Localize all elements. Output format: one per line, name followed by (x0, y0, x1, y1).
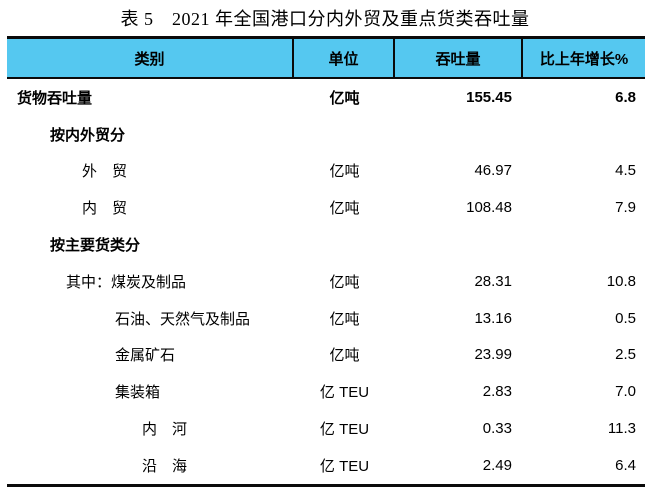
row-unit: 亿吨 (329, 200, 360, 218)
table-header-row: 类别 单位 吞吐量 比上年增长% (7, 39, 645, 79)
row-growth: 7.0 (615, 383, 636, 401)
table-row: 按内外贸分 (7, 116, 645, 153)
table-row: 沿 海 亿 TEU 2.49 6.4 (7, 447, 645, 484)
table-row: 货物吞吐量 亿吨 155.45 6.8 (7, 79, 645, 116)
row-growth: 11.3 (607, 420, 636, 438)
throughput-table: 类别 单位 吞吐量 比上年增长% 货物吞吐量 亿吨 155.45 6.8 按内外… (7, 36, 645, 487)
row-throughput: 108.48 (466, 199, 512, 217)
row-category: 金属矿石 (115, 347, 176, 365)
table-row: 集装箱 亿 TEU 2.83 7.0 (7, 373, 645, 410)
row-throughput: 23.99 (474, 346, 512, 364)
row-unit: 亿吨 (329, 273, 360, 291)
row-growth: 6.4 (615, 456, 636, 474)
row-growth: 4.5 (615, 162, 636, 180)
row-category: 外 贸 (82, 163, 128, 181)
row-unit: 亿吨 (329, 163, 360, 181)
row-category: 内 贸 (82, 200, 128, 218)
header-category: 类别 (7, 39, 294, 77)
row-throughput: 0.33 (482, 420, 512, 438)
row-category: 内 河 (142, 421, 188, 439)
row-category: 按内外贸分 (50, 126, 126, 144)
table-row: 内 贸 亿吨 108.48 7.9 (7, 189, 645, 226)
table-row: 金属矿石 亿吨 23.99 2.5 (7, 337, 645, 374)
table-title: 表 5 2021 年全国港口分内外贸及重点货类吞吐量 (120, 9, 530, 29)
row-category: 其中：煤炭及制品 (66, 273, 187, 291)
row-unit: 亿 TEU (319, 384, 370, 402)
row-throughput: 46.97 (474, 162, 512, 180)
row-growth: 7.9 (615, 199, 636, 217)
row-throughput: 155.45 (466, 88, 512, 106)
table-row: 内 河 亿 TEU 0.33 11.3 (7, 410, 645, 447)
header-unit: 单位 (294, 39, 395, 77)
row-unit: 亿吨 (329, 347, 360, 365)
row-growth: 10.8 (606, 272, 636, 290)
row-growth: 6.8 (615, 88, 636, 106)
table-row: 外 贸 亿吨 46.97 4.5 (7, 153, 645, 190)
table-row: 其中：煤炭及制品 亿吨 28.31 10.8 (7, 263, 645, 300)
row-category: 石油、天然气及制品 (115, 310, 251, 328)
row-unit: 亿 TEU (319, 421, 370, 439)
row-growth: 2.5 (615, 346, 636, 364)
row-unit: 亿吨 (329, 89, 360, 107)
row-unit: 亿 TEU (319, 457, 370, 475)
row-throughput: 2.49 (482, 456, 512, 474)
row-throughput: 2.83 (482, 383, 512, 401)
table-row: 石油、天然气及制品 亿吨 13.16 0.5 (7, 300, 645, 337)
table-row: 按主要货类分 (7, 226, 645, 263)
row-unit: 亿吨 (329, 310, 360, 328)
row-growth: 0.5 (615, 309, 636, 327)
header-throughput: 吞吐量 (395, 39, 523, 77)
header-growth: 比上年增长% (539, 50, 629, 68)
row-throughput: 13.16 (474, 309, 512, 327)
row-category: 按主要货类分 (50, 237, 141, 255)
row-category: 沿 海 (142, 457, 188, 475)
row-category: 集装箱 (115, 384, 161, 402)
row-throughput: 28.31 (474, 272, 512, 290)
row-category: 货物吞吐量 (17, 89, 93, 107)
